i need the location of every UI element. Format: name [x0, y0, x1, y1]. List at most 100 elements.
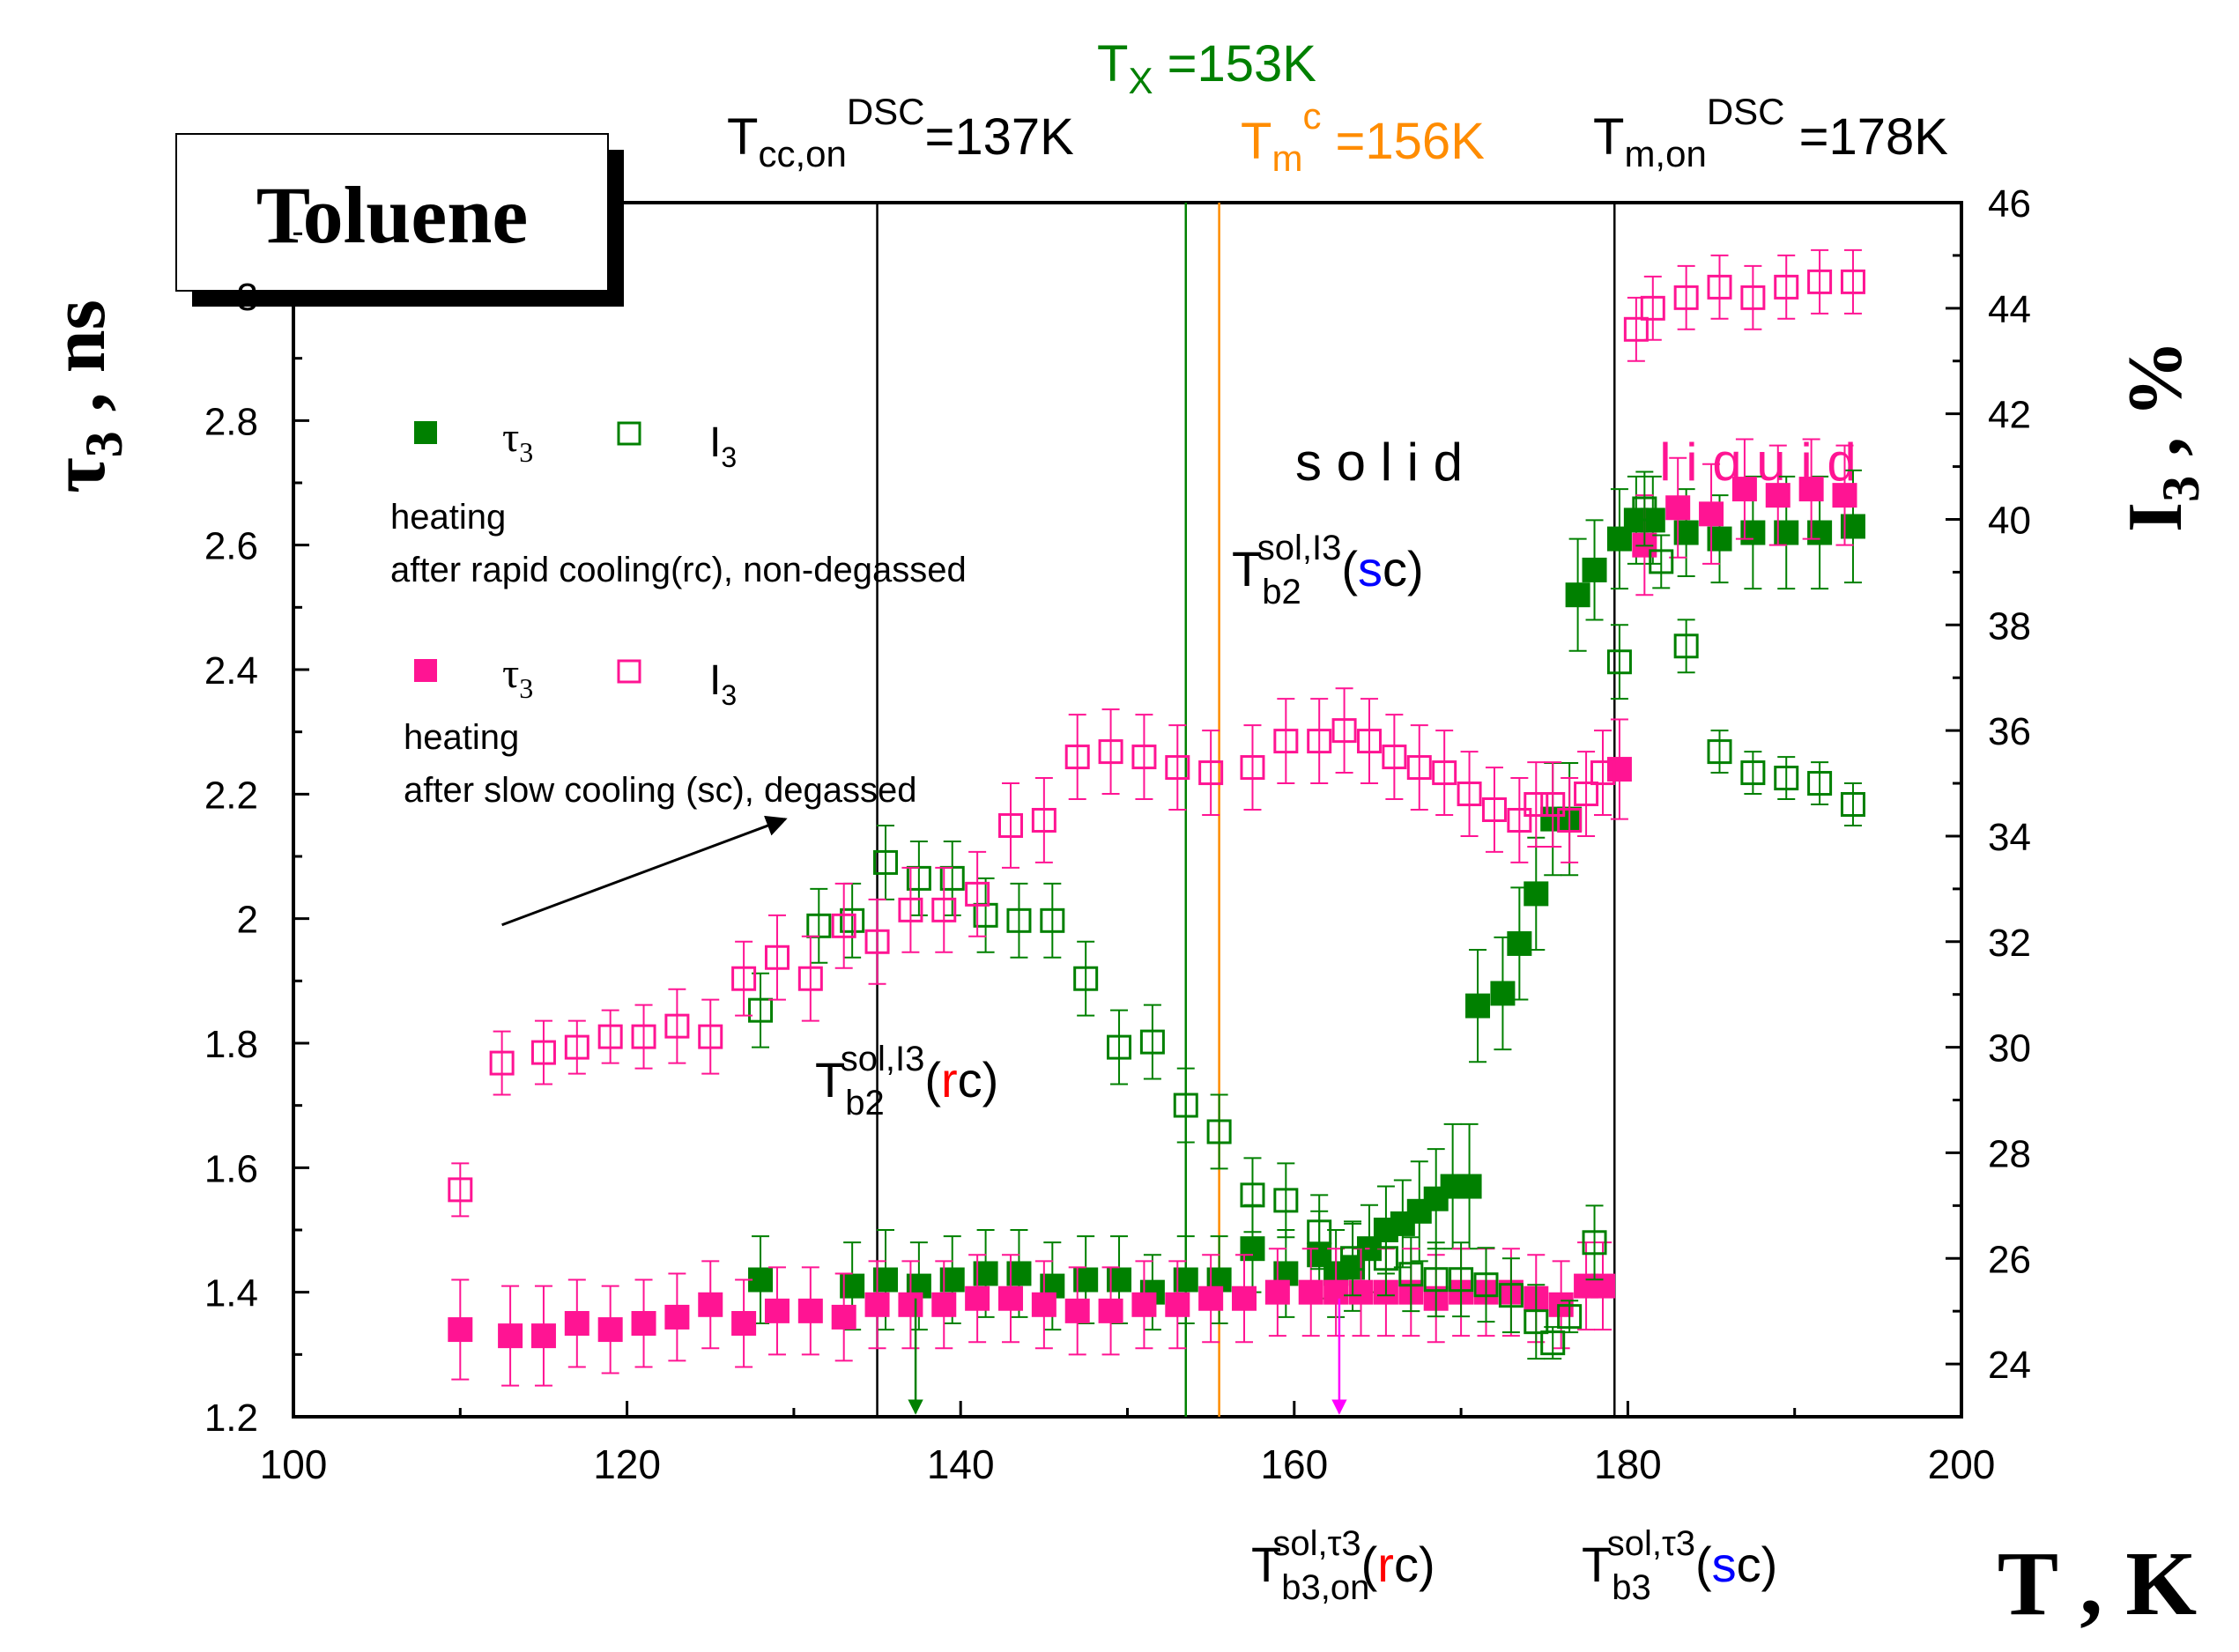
- data-point: [1198, 760, 1224, 786]
- data-point: [1398, 1262, 1424, 1287]
- data-point: [1382, 745, 1407, 770]
- data-point: [1557, 807, 1583, 833]
- annot-b2-rc: Tb2sol,I3(rc): [815, 1040, 998, 1122]
- heating-arrow: [501, 815, 788, 927]
- legend-magenta-open-marker: [617, 659, 641, 684]
- data-point: [898, 897, 923, 922]
- data-point: [1557, 1304, 1583, 1330]
- data-point: [797, 966, 823, 991]
- data-point: [1540, 1330, 1566, 1356]
- y-left-label-rest: , ns: [36, 300, 122, 431]
- y-right-tick-label: 44: [1988, 288, 2031, 331]
- data-point: [664, 1304, 690, 1330]
- data-point: [1457, 782, 1482, 807]
- title-box-frame: [175, 133, 609, 292]
- y-right-tick-label: 36: [1988, 710, 2031, 753]
- data-point: [1449, 1267, 1474, 1293]
- data-point: [840, 907, 865, 933]
- data-point: [1423, 1267, 1449, 1293]
- data-point: [797, 1298, 823, 1323]
- data-point: [1623, 316, 1649, 342]
- data-point: [1165, 755, 1190, 781]
- data-point: [731, 966, 757, 991]
- data-point: [1740, 285, 1766, 310]
- legend-magenta-tau: τ3: [502, 650, 533, 704]
- top-annot-tcc: Tcc,onDSC=137K: [727, 91, 1074, 174]
- data-point: [1264, 1279, 1290, 1305]
- data-point: [1540, 792, 1566, 818]
- data-point: [1206, 1119, 1232, 1145]
- y-left-tick-label: 1.8: [204, 1023, 258, 1066]
- y-left-tick-label: 2.6: [204, 525, 258, 568]
- x-tick-label: 140: [927, 1441, 995, 1487]
- data-point: [631, 1024, 656, 1049]
- top-annot-tmon: Tm,onDSC =178K: [1593, 91, 1948, 174]
- data-point: [764, 945, 790, 970]
- data-point: [1307, 729, 1332, 754]
- y-left-tick-label: 2: [237, 899, 258, 942]
- data-point: [1107, 1034, 1132, 1060]
- y-left-tick-label: 1.4: [204, 1272, 258, 1315]
- data-point: [1807, 269, 1833, 294]
- data-point: [1173, 1093, 1198, 1118]
- legend-green-open-marker: [617, 421, 641, 446]
- y-right-tick-label: 40: [1988, 499, 2031, 542]
- y-right-tick-label: 38: [1988, 604, 2031, 648]
- data-point: [931, 897, 957, 922]
- data-point: [1524, 792, 1549, 818]
- data-point: [1131, 1292, 1157, 1317]
- plot-frame: [292, 201, 1963, 1419]
- region-solid: s o l i d: [1295, 433, 1463, 492]
- data-point: [1524, 881, 1549, 907]
- data-point: [1031, 807, 1056, 833]
- legend-magenta-I: I3: [709, 657, 737, 711]
- top-annot-tx: TX =153K: [1097, 35, 1316, 101]
- data-point: [831, 913, 856, 938]
- top-annot-tm: Tmc =156K: [1241, 95, 1485, 179]
- data-point: [1565, 582, 1590, 608]
- data-point: [530, 1323, 556, 1349]
- x-tick-label: 180: [1594, 1441, 1662, 1487]
- data-point: [1323, 1279, 1349, 1305]
- series-right-open-square: [448, 248, 1865, 1218]
- data-point: [1507, 930, 1532, 956]
- y-right-tick-label: 28: [1988, 1132, 2031, 1175]
- svg-text:I3 , %: I3 , %: [2113, 340, 2210, 532]
- legend-green-I: I3: [709, 419, 737, 473]
- series-layer: [448, 248, 1865, 1387]
- data-point: [1498, 1283, 1524, 1308]
- data-point: [1840, 792, 1865, 818]
- data-point: [1198, 1285, 1224, 1311]
- y-right-tick-label: 24: [1988, 1344, 2031, 1387]
- y-right-tick-label: 30: [1988, 1027, 2031, 1070]
- data-point: [1590, 760, 1616, 786]
- data-point: [1064, 1298, 1090, 1323]
- data-point: [1840, 269, 1865, 294]
- data-point: [530, 1040, 556, 1065]
- data-point: [1073, 966, 1099, 991]
- legend: τ3 I3 heating after rapid cooling(rc), n…: [390, 414, 967, 810]
- data-point: [864, 929, 890, 954]
- legend-magenta-line1: heating: [404, 718, 519, 757]
- data-point: [898, 1292, 923, 1317]
- y-left-label-main: τ: [36, 457, 122, 493]
- data-point: [564, 1311, 589, 1336]
- data-point: [1307, 1219, 1332, 1245]
- data-point: [1774, 274, 1799, 300]
- region-liquid: l i q u i d: [1659, 433, 1856, 492]
- data-point: [997, 812, 1023, 838]
- legend-magenta-line2: after slow cooling (sc), degassed: [404, 771, 917, 810]
- data-point: [1673, 285, 1699, 310]
- y-right-tick-label: 26: [1988, 1238, 2031, 1281]
- data-point: [1040, 907, 1065, 933]
- data-point: [1031, 1292, 1056, 1317]
- data-point: [1665, 495, 1691, 521]
- data-point: [1064, 745, 1090, 770]
- data-point: [1098, 1298, 1123, 1323]
- data-point: [965, 1285, 990, 1311]
- annot-b2-sc: Tb2sol,I3(sc): [1232, 529, 1424, 611]
- data-point: [1765, 483, 1790, 508]
- data-point: [1465, 993, 1491, 1019]
- data-point: [1373, 1246, 1398, 1271]
